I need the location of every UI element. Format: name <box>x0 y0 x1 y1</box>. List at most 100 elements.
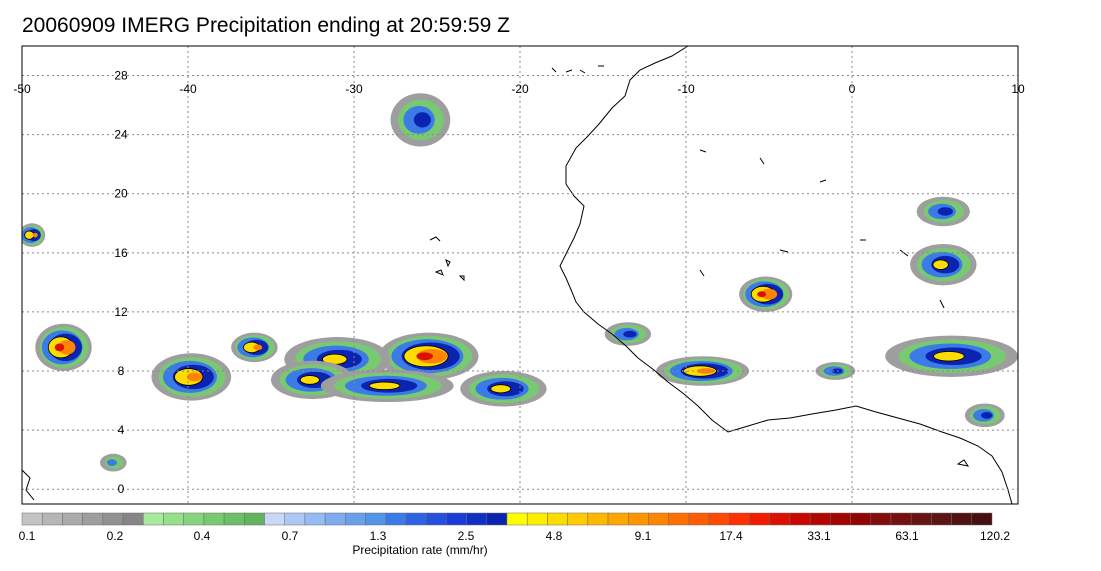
rain-intensity-contour <box>933 351 965 362</box>
colorbar-swatch <box>183 512 205 526</box>
rain-intensity-contour <box>416 352 434 361</box>
rain-intensity-contour <box>54 343 65 352</box>
colorbar-tick-label: 1.3 <box>370 529 387 543</box>
rain-intensity-contour <box>981 411 993 419</box>
colorbar-swatch <box>385 512 407 526</box>
colorbar-tick-label: 0.1 <box>19 529 36 543</box>
rain-intensity-contour <box>757 291 767 298</box>
colorbar-swatch <box>971 512 993 526</box>
colorbar-swatch <box>668 512 690 526</box>
colorbar-tick-label: 9.1 <box>635 529 652 543</box>
rain-intensity-contour <box>106 459 117 466</box>
lat-tick-label: 20 <box>114 187 128 201</box>
colorbar-swatch <box>769 512 791 526</box>
colorbar-swatch <box>910 512 932 526</box>
colorbar-swatch <box>122 512 144 526</box>
colorbar-swatch <box>870 512 892 526</box>
colorbar-swatch <box>62 512 83 526</box>
colorbar-tick-label: 63.1 <box>895 529 919 543</box>
colorbar-swatch <box>223 512 245 526</box>
rain-intensity-contour <box>58 340 76 355</box>
colorbar-swatch <box>264 512 285 526</box>
colorbar-tick-label: 0.2 <box>107 529 124 543</box>
colorbar: 0.1 0.2 0.4 0.7 1.3 2.5 4.8 9.1 17.4 33.1 63.1 120.… <box>19 512 1010 543</box>
colorbar-swatch <box>931 512 952 526</box>
colorbar-tick-label: 2.5 <box>458 529 475 543</box>
colorbar-swatch <box>405 512 427 526</box>
colorbar-swatch <box>425 512 447 526</box>
colorbar-swatch <box>284 512 306 526</box>
colorbar-swatch <box>526 512 548 526</box>
rain-field <box>22 93 1018 472</box>
colorbar-swatch <box>446 512 467 526</box>
lon-tick-label: -30 <box>345 82 363 96</box>
lat-tick-label: 0 <box>118 482 125 496</box>
colorbar-swatch <box>324 512 346 526</box>
colorbar-swatch <box>365 512 386 526</box>
rain-cell <box>35 323 92 372</box>
colorbar-swatch <box>708 512 730 526</box>
colorbar-swatch <box>628 512 649 526</box>
lat-tick-label: 4 <box>118 423 125 437</box>
inland-lakes <box>699 149 945 309</box>
colorbar-swatch <box>607 512 629 526</box>
colorbar-swatch <box>648 512 669 526</box>
rain-cell <box>390 93 451 147</box>
graticule <box>22 46 1018 504</box>
axis-tick-labels: -50 -40 -30 -20 -10 0 10 28 24 20 16 12 8 4 0 <box>13 69 1025 497</box>
colorbar-swatch <box>547 512 568 526</box>
colorbar-swatch <box>82 512 104 526</box>
colorbar-swatch <box>830 512 851 526</box>
lat-tick-label: 24 <box>114 128 128 142</box>
rain-cell <box>916 196 970 227</box>
colorbar-swatch <box>41 512 63 526</box>
lon-tick-label: -10 <box>677 82 695 96</box>
colorbar-swatch <box>244 512 265 526</box>
colorbar-swatch <box>304 512 326 526</box>
colorbar-tick-label: 4.8 <box>546 529 563 543</box>
colorbar-swatch <box>789 512 811 526</box>
rain-cell <box>22 223 46 247</box>
colorbar-swatch <box>345 512 366 526</box>
colorbar-swatch <box>567 512 589 526</box>
colorbar-swatch <box>890 512 912 526</box>
colorbar-tick-label: 17.4 <box>719 529 743 543</box>
colorbar-tick-label: 120.2 <box>980 529 1010 543</box>
colorbar-title: Precipitation rate (mm/hr) <box>352 543 487 557</box>
bioko-island <box>956 459 970 467</box>
lon-tick-label: 0 <box>849 82 856 96</box>
colorbar-swatch <box>850 512 872 526</box>
rain-intensity-contour <box>186 372 203 382</box>
africa-coastline <box>559 46 1013 504</box>
colorbar-swatch <box>688 512 710 526</box>
lat-tick-label: 16 <box>114 246 128 260</box>
map-title: 20060909 IMERG Precipitation ending at 2… <box>22 14 510 37</box>
colorbar-swatch <box>102 512 124 526</box>
lon-tick-label: -20 <box>511 82 529 96</box>
rain-intensity-contour <box>623 330 637 338</box>
rain-cell <box>231 332 278 363</box>
map-frame <box>21 45 1019 505</box>
south-america-coast <box>22 469 35 501</box>
lon-tick-label: -40 <box>179 82 197 96</box>
colorbar-swatch <box>163 512 184 526</box>
rain-cell <box>604 322 652 346</box>
rain-intensity-contour <box>413 112 431 128</box>
colorbar-tick-label: 0.4 <box>194 529 211 543</box>
colorbar-swatch <box>749 512 770 526</box>
colorbar-swatch <box>729 512 750 526</box>
rain-cell <box>815 362 856 380</box>
rain-cell <box>271 360 354 400</box>
rain-intensity-contour <box>299 375 320 385</box>
lat-tick-label: 12 <box>114 305 128 319</box>
rain-cell <box>100 453 127 472</box>
rain-cell <box>885 335 1018 377</box>
colorbar-swatch <box>21 512 43 526</box>
rain-cell <box>151 353 232 401</box>
cape-verde-islands <box>429 236 465 282</box>
rain-cell <box>739 276 793 312</box>
colorbar-swatch <box>203 512 225 526</box>
colorbar-swatch <box>951 512 973 526</box>
rain-cell <box>378 332 479 380</box>
